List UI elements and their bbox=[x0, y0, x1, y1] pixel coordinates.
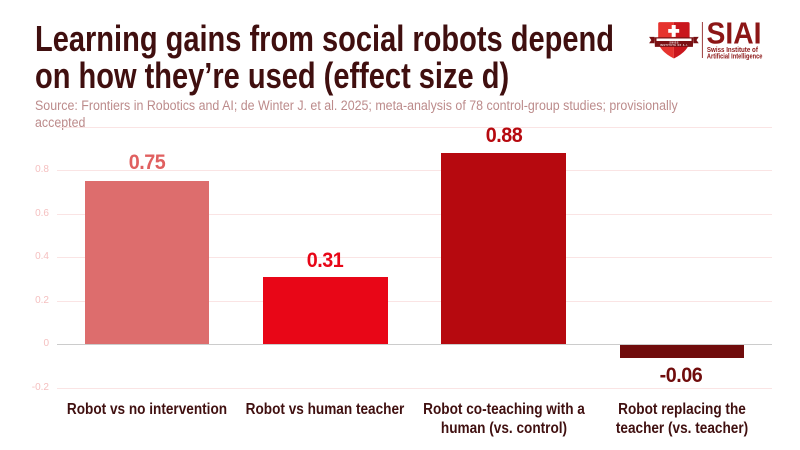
svg-text:Swiss Institute of: Swiss Institute of bbox=[707, 47, 759, 54]
svg-text:Artificial Intelligence: Artificial Intelligence bbox=[707, 54, 763, 61]
svg-text:SWISS: SWISS bbox=[669, 43, 678, 45]
svg-text:SIAI: SIAI bbox=[707, 17, 762, 51]
svg-text:INSTITUTE OF A.I.: INSTITUTE OF A.I. bbox=[660, 44, 688, 47]
